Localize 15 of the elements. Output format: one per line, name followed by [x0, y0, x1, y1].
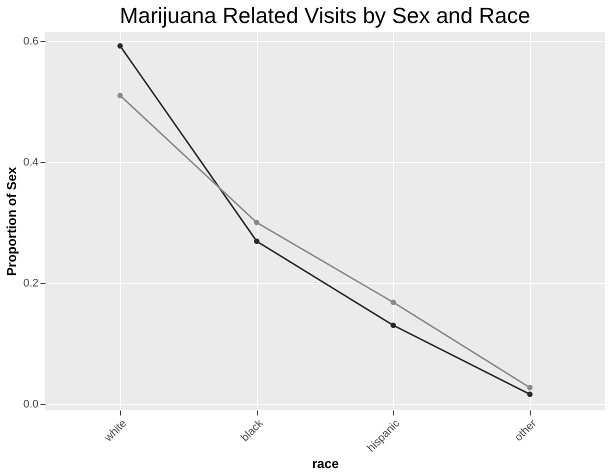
point: [254, 220, 260, 226]
point: [527, 392, 533, 398]
chart-title: Marijuana Related Visits by Sex and Race: [120, 3, 530, 28]
point: [117, 92, 123, 98]
y-tick-label: 0.2: [23, 277, 38, 290]
point: [117, 43, 123, 49]
point: [390, 300, 396, 306]
point: [527, 384, 533, 390]
point: [254, 238, 260, 244]
y-tick-label: 0.4: [23, 156, 38, 169]
y-tick-label: 0.6: [23, 36, 38, 48]
y-tick-label: 0.0: [23, 398, 38, 410]
point: [390, 322, 396, 328]
x-axis-title: race: [312, 456, 339, 471]
y-axis-title: Proportion of Sex: [4, 166, 20, 276]
